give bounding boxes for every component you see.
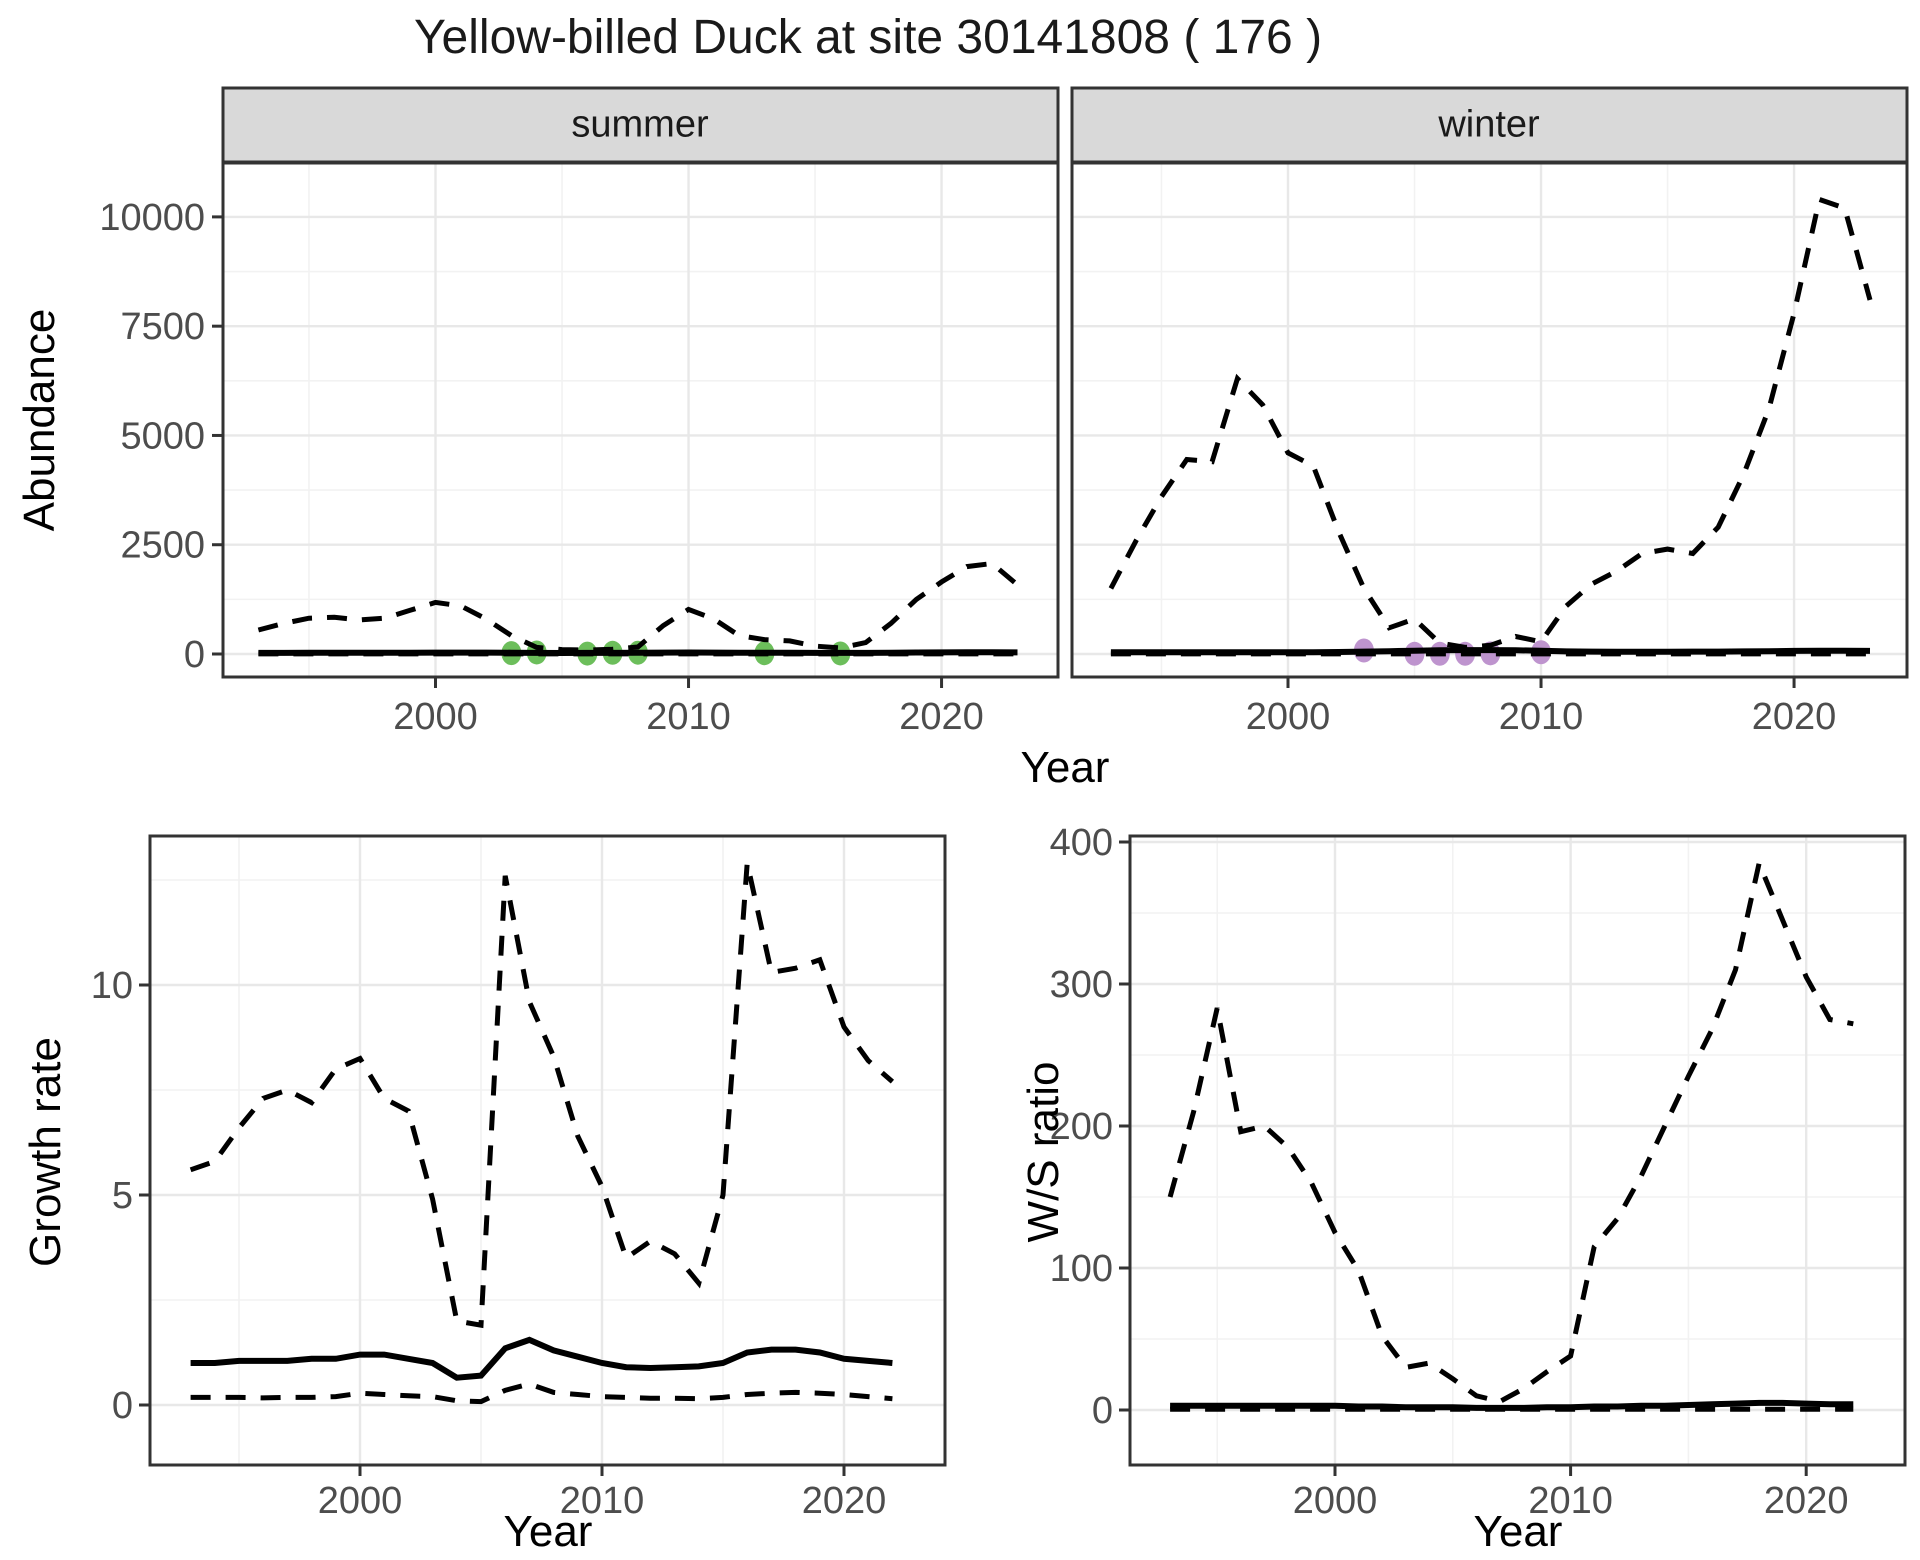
panel-border [1128, 834, 1907, 1467]
y-tick-label: 5 [112, 1175, 133, 1217]
x-axis-title-year-top: Year [1020, 743, 1110, 792]
panel-background [223, 163, 1058, 677]
y-tick-label: 0 [112, 1385, 133, 1427]
y-axis-title-growth-rate: Growth rate [21, 1037, 70, 1267]
fit-line [1170, 1399, 1854, 1411]
y-tick-label: 10 [91, 965, 133, 1007]
y-tick-label: 200 [1050, 1106, 1113, 1148]
y-tick-label: 0 [1092, 1390, 1113, 1432]
x-tick-label: 2010 [560, 1480, 645, 1522]
facet-strip [221, 86, 1060, 164]
x-tick-label: 2000 [318, 1480, 403, 1522]
y-tick-label: 0 [184, 634, 205, 676]
x-tick-label: 2020 [802, 1480, 887, 1522]
y-axis-title-ws-ratio: W/S ratio [1019, 1061, 1068, 1243]
facet-strip [1070, 86, 1909, 164]
fit-line [1110, 647, 1871, 656]
x-tick-label: 2000 [1293, 1480, 1378, 1522]
x-tick-label: 2010 [1499, 696, 1584, 738]
y-tick-label: 10000 [99, 197, 205, 239]
y-tick-label: 2500 [120, 525, 205, 567]
y-axis-title-abundance: Abundance [15, 308, 64, 532]
facet-label-winter: winter [1438, 103, 1540, 146]
x-axis-title-year-growth: Year [503, 1507, 593, 1556]
y-tick-label: 300 [1050, 964, 1113, 1006]
ci-upper-line [257, 560, 1020, 653]
y-tick-label: 5000 [120, 415, 205, 457]
y-tick-label: 7500 [120, 306, 205, 348]
facet-label-summer: summer [571, 103, 709, 146]
panel-background [150, 836, 945, 1465]
x-tick-label: 2020 [899, 696, 984, 738]
panel-border [148, 834, 947, 1467]
ci-lower-line [190, 1381, 893, 1405]
x-axis-title-year-ratio: Year [1473, 1507, 1563, 1556]
panel-background [1130, 836, 1905, 1465]
ci-upper-line [189, 862, 895, 1329]
fit-line [258, 649, 1018, 657]
panel-border [221, 161, 1060, 679]
panel-background [1072, 163, 1907, 677]
y-tick-label: 100 [1050, 1248, 1113, 1290]
x-tick-label: 2010 [646, 696, 731, 738]
chart-title: Yellow-billed Duck at site 30141808 ( 17… [413, 11, 1323, 64]
x-tick-label: 2010 [1528, 1480, 1613, 1522]
x-tick-label: 2020 [1752, 696, 1837, 738]
fit-line [190, 1336, 893, 1381]
panel-border [1070, 161, 1909, 679]
y-tick-label: 400 [1050, 822, 1113, 864]
ci-upper-line [1108, 196, 1873, 650]
ci-upper-line [1167, 855, 1854, 1405]
x-tick-label: 2000 [1246, 696, 1331, 738]
x-tick-label: 2000 [393, 696, 478, 738]
x-tick-label: 2020 [1764, 1480, 1849, 1522]
